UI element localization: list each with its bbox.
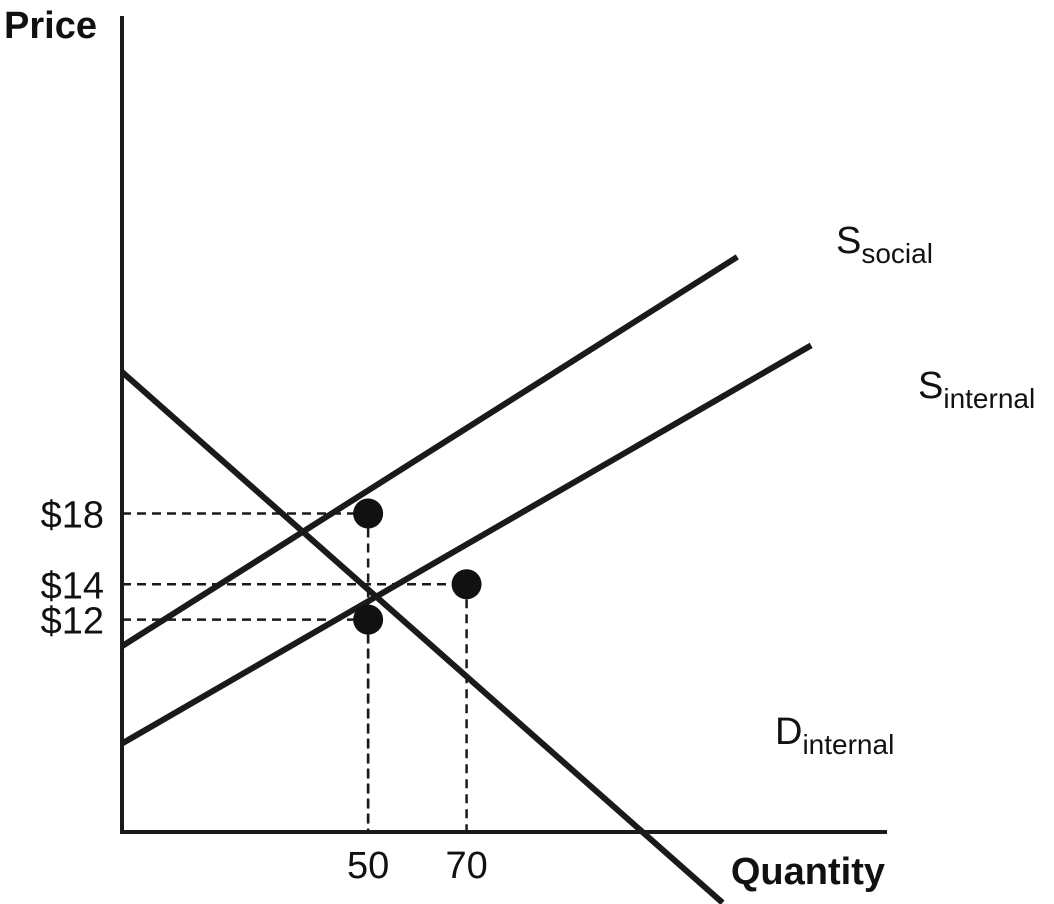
series-labels: Ssocial Sinternal Dinternal [775,220,1035,760]
equilibrium-point-2 [353,604,384,635]
series-line-s-internal [120,342,813,747]
series-label-s-internal: Sinternal [918,365,1035,414]
equilibrium-point-0 [353,498,384,529]
y-tick-label: $14 [41,565,104,607]
guide-lines [122,512,468,832]
series-label-s-social: Ssocial [836,220,933,269]
equilibrium-points [353,498,482,635]
x-axis-title: Quantity [731,851,885,893]
y-tick-label: $12 [41,601,104,643]
x-tick-label: 50 [347,845,389,887]
series-line-s-social [120,254,739,649]
equilibrium-point-1 [451,569,482,600]
tick-labels: $18 $14$12 50 70 [41,494,488,887]
x-tick-label: 70 [445,845,487,887]
series-label-d-internal: Dinternal [775,711,894,760]
series-line-d-internal [120,369,725,904]
series-lines [120,254,813,904]
y-axis-title: Price [4,5,97,47]
y-tick-label: $18 [41,494,104,536]
